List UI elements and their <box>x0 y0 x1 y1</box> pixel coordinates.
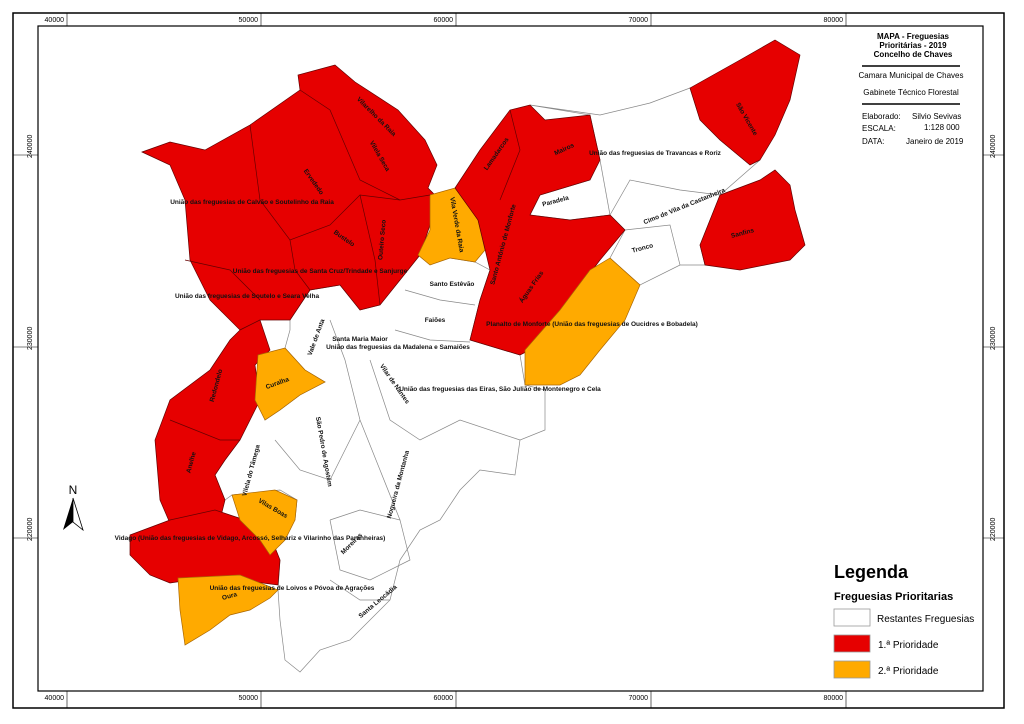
legend-subtitle: Freguesias Prioritarias <box>834 591 953 603</box>
legend-swatch <box>833 660 871 679</box>
parish-orange-planalto[interactable] <box>524 257 641 386</box>
escala-label: ESCALA: <box>862 124 896 133</box>
parish-label: Santo Estêvão <box>430 281 475 288</box>
legend-item-label: 2.ª Prioridade <box>878 666 939 677</box>
legend-swatch <box>833 608 871 627</box>
parish-red-center-north[interactable] <box>454 104 626 356</box>
legend-item: 1.ª Prioridade <box>833 634 939 653</box>
elaborado-value: Silvio Sevivas <box>912 112 961 121</box>
parish-orange-vilas-boas[interactable] <box>231 489 298 556</box>
x-tick-label-bottom: 60000 <box>434 695 454 702</box>
data-label: DATA: <box>862 137 884 146</box>
x-tick-label-bottom: 80000 <box>824 695 844 702</box>
y-tick-label-right: 240000 <box>990 135 997 158</box>
parish-label: Outeiro Seco <box>377 219 388 260</box>
y-tick-label-left: 220000 <box>27 518 34 541</box>
legend-item-label: 1.ª Prioridade <box>878 640 939 651</box>
legend-item: Restantes Freguesias <box>833 608 974 627</box>
parish-label: União das freguesias de Loivos e Póvoa d… <box>210 585 375 592</box>
data-value: Janeiro de 2019 <box>906 137 964 146</box>
x-tick-label-bottom: 50000 <box>239 695 259 702</box>
y-tick-label-left: 230000 <box>27 327 34 350</box>
north-label: N <box>69 483 78 497</box>
legend-swatch <box>833 634 871 653</box>
parish-label: Planalto de Monforte (União das freguesi… <box>486 321 698 328</box>
parish-red-sao-vicente[interactable] <box>689 39 801 166</box>
map-title-line-1: MAPA - Freguesias <box>877 32 950 41</box>
map-title-line-2: Prioritárias - 2019 <box>879 41 947 50</box>
x-tick-label-top: 40000 <box>45 17 65 24</box>
x-tick-label-top: 70000 <box>629 17 649 24</box>
parish-orange-curalha[interactable] <box>254 347 326 421</box>
title-block: MAPA - Freguesias Prioritárias - 2019 Co… <box>848 28 982 152</box>
map-title-line-3: Concelho de Chaves <box>874 50 953 59</box>
parish-label: União das freguesias de Travancas e Rori… <box>589 150 722 157</box>
parish-red-vidago[interactable] <box>129 509 281 586</box>
coordinate-ticks: 40000 40000 50000 50000 60000 60000 70000 70000… <box>13 13 1004 708</box>
parish-label: União das freguesias de Calvão e Souteli… <box>170 199 334 206</box>
legend-title: Legenda <box>834 562 909 582</box>
x-tick-label-top: 60000 <box>434 17 454 24</box>
parish-orange-oura[interactable] <box>177 574 279 646</box>
elaborado-label: Elaborado: <box>862 112 901 121</box>
department-name: Gabinete Técnico Florestal <box>863 88 959 97</box>
parish-label: União das freguesias das Eiras, São Juli… <box>399 386 601 393</box>
y-tick-label-right: 220000 <box>990 518 997 541</box>
parish-label: Vidago (União das freguesias de Vidago, … <box>115 535 386 542</box>
x-tick-label-top: 80000 <box>824 17 844 24</box>
y-tick-label-left: 240000 <box>27 135 34 158</box>
parish-label: Faiões <box>425 317 446 324</box>
escala-value: 1:128 000 <box>924 123 960 132</box>
legend-item-label: Restantes Freguesias <box>877 614 974 625</box>
parish-label: Oura <box>221 591 238 602</box>
y-tick-label-right: 230000 <box>990 327 997 350</box>
org-name: Camara Municipal de Chaves <box>859 71 964 80</box>
parish-red-sanfins[interactable] <box>699 169 806 271</box>
parish-label: Santa Maria Maior <box>332 336 388 343</box>
parish-label: União das freguesias de Santa Cruz/Trind… <box>233 268 408 275</box>
x-tick-label-top: 50000 <box>239 17 259 24</box>
parish-label: União das freguesias de Soutelo e Seara … <box>175 293 320 300</box>
legend-item: 2.ª Prioridade <box>833 660 939 679</box>
x-tick-label-bottom: 40000 <box>45 695 65 702</box>
x-tick-label-bottom: 70000 <box>629 695 649 702</box>
legend: Legenda Freguesias Prioritarias Restante… <box>828 555 981 689</box>
north-arrow: N <box>63 483 84 532</box>
parish-polygons <box>129 39 806 673</box>
parish-label: União das freguesias da Madalena e Samai… <box>326 344 470 351</box>
north-arrow-icon <box>63 498 73 530</box>
